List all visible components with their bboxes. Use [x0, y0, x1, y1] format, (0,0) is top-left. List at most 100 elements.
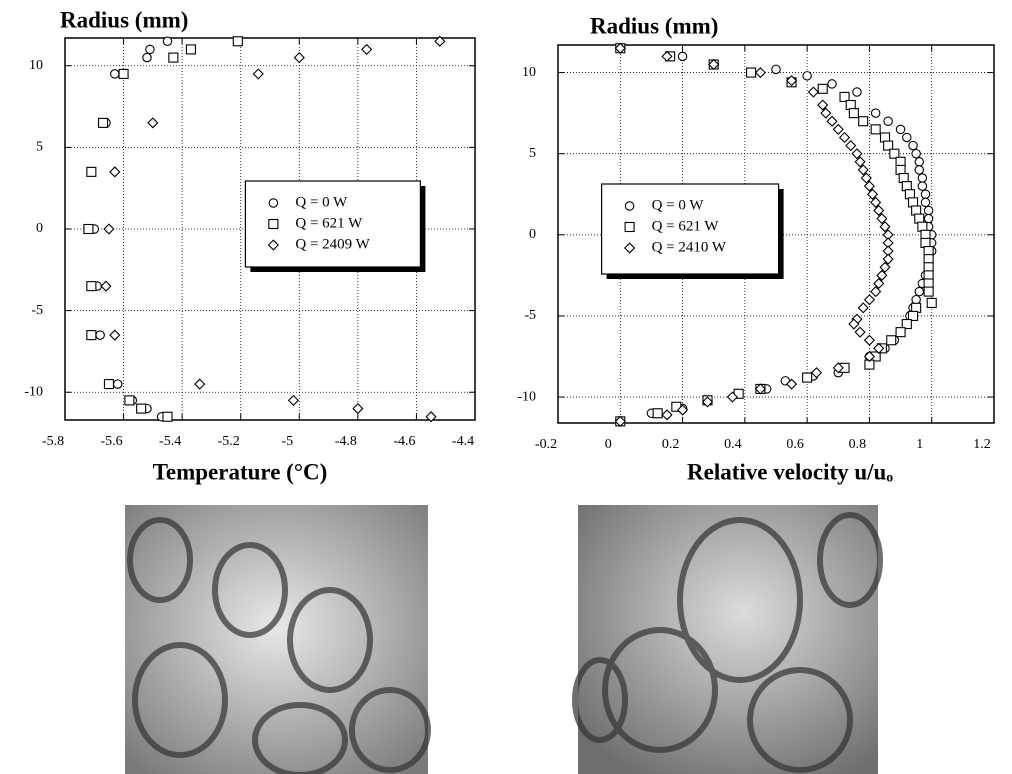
- chart-title: Radius (mm): [60, 7, 188, 32]
- y-tick-label: -10: [24, 384, 43, 399]
- marker-diamond: [863, 294, 876, 306]
- y-tick-label: 5: [529, 146, 536, 161]
- marker-circle: [268, 198, 279, 208]
- marker-square: [118, 68, 129, 79]
- marker-diamond: [361, 43, 373, 56]
- marker-circle: [914, 157, 925, 167]
- legend-label: Q = 2409 W: [295, 236, 370, 252]
- marker-circle: [911, 294, 921, 305]
- marker-circle: [624, 201, 635, 211]
- x-tick-label: -0.2: [535, 437, 557, 452]
- legend-label: Q = 0 W: [295, 194, 348, 210]
- marker-square: [185, 44, 196, 55]
- marker-diamond: [870, 286, 882, 298]
- marker-square: [926, 297, 937, 308]
- y-tick-label: 0: [36, 221, 43, 236]
- x-tick-label: 0.8: [849, 437, 867, 452]
- marker-square: [889, 148, 900, 159]
- legend-label: Q = 2410 W: [652, 239, 727, 255]
- marker-diamond: [754, 383, 767, 395]
- x-tick-label: 0.2: [662, 437, 680, 452]
- marker-circle: [677, 51, 688, 62]
- y-tick-label: 10: [29, 58, 43, 73]
- marker-diamond: [873, 277, 885, 290]
- marker-square: [124, 395, 135, 406]
- plot: Q = 0 W Q = 621 W Q = 2410 W: [557, 42, 995, 427]
- photo-left: [125, 505, 431, 774]
- marker-diamond: [832, 362, 844, 374]
- marker-diamond: [873, 342, 885, 354]
- marker-diamond: [848, 318, 860, 330]
- marker-diamond: [873, 204, 885, 217]
- marker-diamond: [832, 123, 844, 135]
- x-tick-label: -5: [281, 434, 293, 449]
- marker-diamond: [882, 253, 894, 265]
- marker-diamond: [876, 213, 888, 225]
- marker-diamond: [876, 269, 888, 281]
- x-axis-label: Relative velocity u/uₒ: [687, 459, 893, 484]
- plot-frame: [557, 44, 995, 424]
- marker-circle: [920, 197, 931, 208]
- legend: Q = 0 W Q = 621 W Q = 2409 W: [244, 180, 426, 272]
- marker-diamond: [109, 329, 121, 341]
- marker-circle: [911, 148, 921, 159]
- marker-circle: [802, 71, 812, 81]
- marker-square: [746, 67, 757, 78]
- legend-label: Q = 0 W: [652, 197, 705, 213]
- marker-diamond: [194, 378, 206, 390]
- marker-diamond: [252, 68, 264, 80]
- marker-circle: [923, 205, 934, 216]
- marker-diamond: [879, 221, 891, 233]
- marker-square: [883, 140, 894, 151]
- marker-square: [98, 117, 109, 128]
- marker-diamond: [838, 131, 851, 144]
- y-tick-label: -5: [31, 303, 43, 318]
- marker-diamond: [109, 166, 121, 178]
- legend-label: Q = 621 W: [295, 215, 363, 231]
- marker-diamond: [624, 242, 636, 254]
- marker-diamond: [863, 350, 876, 363]
- marker-circle: [870, 108, 881, 118]
- x-tick-label: 1: [916, 437, 923, 452]
- marker-diamond: [785, 378, 798, 390]
- marker-square: [624, 221, 635, 233]
- marker-diamond: [287, 394, 300, 406]
- marker-circle: [110, 69, 120, 79]
- series: [100, 35, 446, 423]
- marker-circle: [917, 173, 928, 183]
- marker-diamond: [676, 404, 689, 416]
- marker-diamond: [785, 75, 798, 87]
- marker-diamond: [845, 140, 857, 152]
- marker-diamond: [754, 67, 767, 79]
- marker-square: [848, 108, 859, 119]
- marker-circle: [895, 124, 906, 135]
- marker-diamond: [614, 415, 626, 427]
- plot: Q = 0 W Q = 621 W Q = 2409 W: [64, 35, 476, 423]
- marker-circle: [917, 181, 928, 191]
- marker-diamond: [820, 107, 832, 119]
- marker-circle: [95, 330, 105, 340]
- marker-square: [895, 327, 906, 338]
- marker-square: [923, 286, 934, 297]
- marker-square: [136, 403, 147, 414]
- marker-diamond: [863, 334, 876, 346]
- marker-square: [870, 124, 881, 135]
- marker-diamond: [854, 156, 866, 168]
- marker-square: [839, 91, 850, 102]
- x-tick-label: -5.2: [218, 434, 240, 449]
- marker-diamond: [857, 164, 869, 176]
- marker-diamond: [352, 402, 364, 415]
- marker-diamond: [100, 280, 112, 292]
- marker-square: [168, 52, 179, 63]
- marker-circle: [914, 286, 925, 297]
- marker-diamond: [870, 196, 882, 208]
- marker-diamond: [103, 223, 115, 235]
- marker-square: [268, 218, 279, 230]
- marker-square: [86, 330, 97, 341]
- x-axis-label: Temperature (°C): [153, 459, 328, 484]
- marker-square: [86, 166, 97, 177]
- marker-diamond: [817, 99, 829, 111]
- marker-diamond: [661, 50, 673, 62]
